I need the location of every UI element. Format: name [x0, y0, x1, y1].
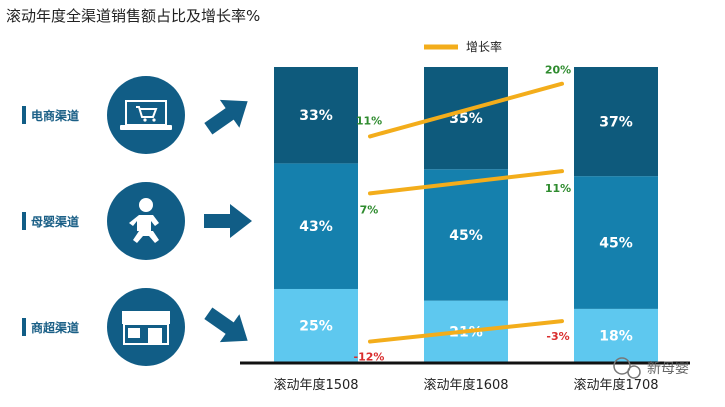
- growth-line: [368, 319, 564, 344]
- bar-segment-1-3: [574, 67, 658, 177]
- legend-label: 增长率: [466, 39, 502, 54]
- channel-label: 商超渠道: [31, 320, 79, 335]
- growth-start-label: 7%: [360, 203, 379, 216]
- bar-value-label: 33%: [299, 108, 333, 124]
- x-tick-label: 滚动年度1708: [573, 377, 658, 393]
- channel-marker: [22, 212, 26, 230]
- arrow-icon: [204, 307, 248, 343]
- x-tick-label: 滚动年度1508: [273, 377, 358, 393]
- watermark-text: 新母婴: [647, 361, 689, 377]
- channel-label: 电商渠道: [31, 108, 79, 123]
- channel-marker: [22, 318, 26, 336]
- bar-value-label: 45%: [449, 228, 483, 244]
- growth-end-label: -3%: [546, 330, 569, 343]
- bar-segment-2-2: [424, 169, 508, 301]
- bar-segment-1-1: [274, 67, 358, 164]
- wechat-icon: [613, 357, 641, 379]
- growth-line: [368, 81, 564, 139]
- watermark: 新母婴: [613, 357, 689, 379]
- bar-segment-2-1: [274, 163, 358, 289]
- baby-icon: [107, 182, 185, 260]
- arrow-icon: [204, 204, 252, 238]
- growth-line: [368, 169, 564, 196]
- bar-segment-3-1: [274, 288, 358, 362]
- storefront-icon: [107, 288, 185, 366]
- bar-segment-3-3: [574, 308, 658, 362]
- growth-end-label: 11%: [545, 182, 571, 195]
- arrow-icon: [204, 99, 248, 135]
- chart-title: 滚动年度全渠道销售额占比及增长率%: [6, 7, 260, 25]
- growth-start-label: 11%: [356, 114, 382, 127]
- bar-value-label: 45%: [599, 236, 633, 252]
- growth-start-label: -12%: [354, 351, 385, 364]
- channel-label: 母婴渠道: [31, 214, 79, 229]
- bar-segment-2-3: [574, 176, 658, 309]
- channel-marker: [22, 106, 26, 124]
- bar-value-label: 25%: [299, 318, 333, 334]
- growth-end-label: 20%: [545, 64, 571, 77]
- laptop-cart-icon: [107, 76, 185, 154]
- legend: 增长率: [424, 39, 502, 54]
- bar-value-label: 37%: [599, 115, 633, 131]
- x-tick-label: 滚动年度1608: [423, 377, 508, 393]
- bar-value-label: 43%: [299, 219, 333, 235]
- bar-value-label: 35%: [449, 111, 483, 127]
- bar-value-label: 18%: [599, 328, 633, 344]
